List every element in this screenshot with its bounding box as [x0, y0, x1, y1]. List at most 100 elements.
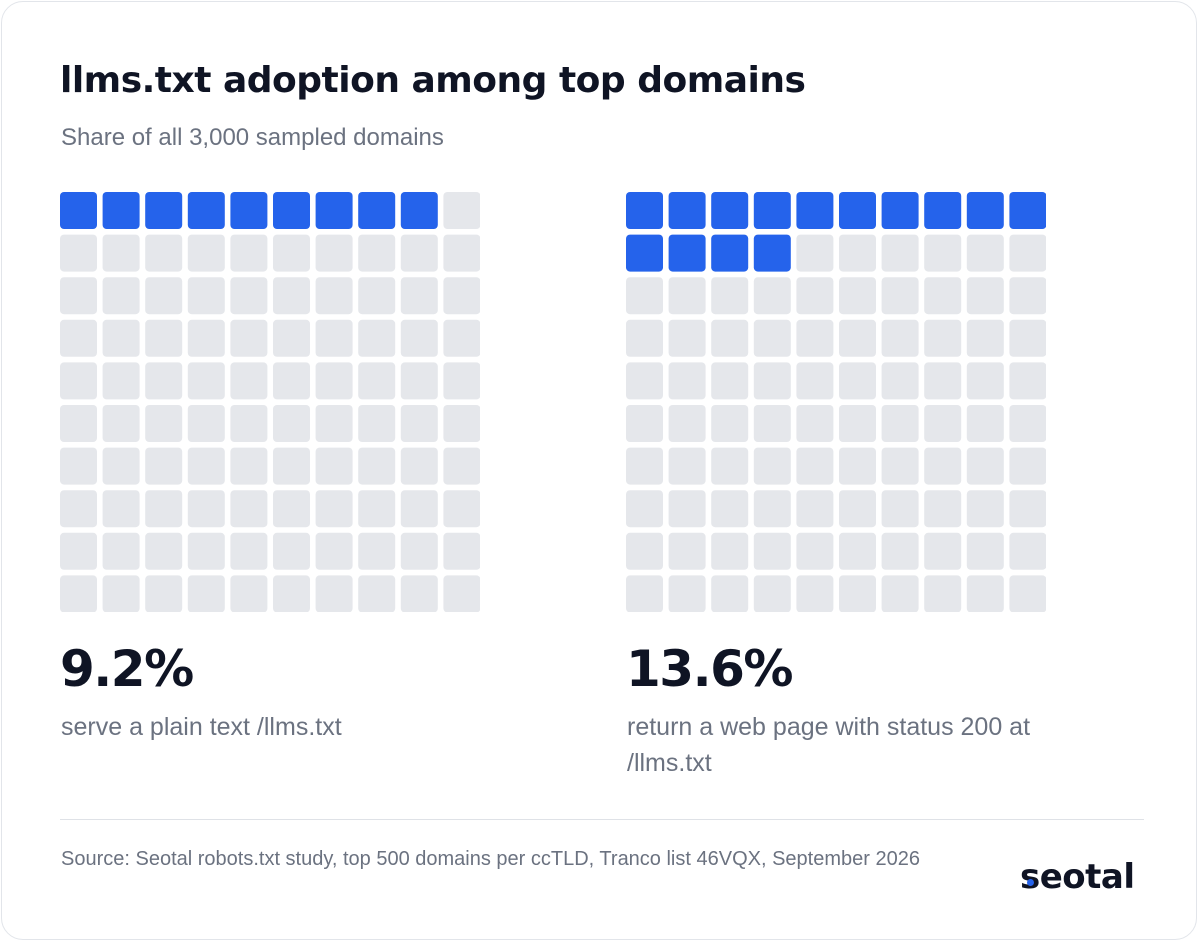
- waffle-cell-empty: [60, 490, 97, 528]
- waffle-cell-empty: [102, 405, 140, 442]
- waffle-cell-empty: [753, 532, 791, 570]
- waffle-cell-empty: [924, 405, 962, 442]
- waffle-cell-empty: [187, 277, 225, 315]
- waffle-cell-empty: [796, 405, 834, 442]
- waffle-cell-empty: [881, 575, 919, 612]
- waffle-cell-empty: [626, 575, 663, 612]
- waffle-cell-empty: [60, 447, 97, 485]
- waffle-cell-empty: [230, 405, 268, 442]
- waffle-cell-empty: [924, 532, 962, 570]
- waffle-cell-empty: [839, 405, 876, 442]
- waffle-cell-empty: [400, 405, 438, 442]
- waffle-cell-empty: [796, 490, 834, 528]
- waffle-cell-filled: [966, 192, 1004, 229]
- waffle-cell-empty: [668, 405, 706, 442]
- waffle-cell-empty: [145, 490, 183, 528]
- waffle-cell-empty: [102, 277, 140, 315]
- waffle-cell-empty: [145, 234, 183, 272]
- waffle-cell-empty: [881, 405, 919, 442]
- waffle-cell-empty: [102, 532, 140, 570]
- waffle-cell-empty: [711, 405, 749, 442]
- description-plain-text: serve a plain text /llms.txt: [61, 713, 342, 741]
- waffle-cell-empty: [881, 532, 919, 570]
- waffle-cell-empty: [443, 532, 480, 570]
- waffle-cell-filled: [1009, 192, 1046, 229]
- waffle-cell-empty: [443, 447, 480, 485]
- waffle-cell-empty: [966, 405, 1004, 442]
- waffle-cell-empty: [230, 362, 268, 400]
- waffle-cell-empty: [881, 362, 919, 400]
- waffle-cell-empty: [839, 234, 876, 272]
- waffle-cell-empty: [443, 192, 480, 229]
- waffle-cell-empty: [400, 490, 438, 528]
- waffle-cell-empty: [358, 405, 396, 442]
- waffle-cell-empty: [1009, 319, 1046, 357]
- waffle-cell-empty: [315, 575, 353, 612]
- waffle-cell-filled: [711, 192, 749, 229]
- waffle-cell-empty: [966, 234, 1004, 272]
- waffle-cell-empty: [273, 532, 310, 570]
- waffle-cell-empty: [230, 447, 268, 485]
- waffle-cell-empty: [145, 277, 183, 315]
- waffle-cell-empty: [60, 234, 97, 272]
- waffle-cell-empty: [273, 319, 310, 357]
- waffle-cell-empty: [626, 447, 663, 485]
- waffle-cell-empty: [924, 575, 962, 612]
- waffle-cell-empty: [315, 490, 353, 528]
- waffle-cell-empty: [839, 362, 876, 400]
- waffle-cell-empty: [358, 234, 396, 272]
- waffle-cell-empty: [145, 362, 183, 400]
- waffle-cell-empty: [1009, 532, 1046, 570]
- waffle-cell-empty: [668, 532, 706, 570]
- waffle-cell-empty: [187, 405, 225, 442]
- waffle-cell-empty: [60, 362, 97, 400]
- waffle-cell-empty: [753, 362, 791, 400]
- waffle-cell-empty: [443, 234, 480, 272]
- waffle-cell-empty: [230, 234, 268, 272]
- waffle-cell-empty: [1009, 277, 1046, 315]
- value-label-plain-text: 9.2%: [60, 640, 194, 698]
- waffle-cell-empty: [145, 405, 183, 442]
- waffle-cell-empty: [966, 277, 1004, 315]
- waffle-cell-empty: [358, 532, 396, 570]
- waffle-cell-empty: [966, 490, 1004, 528]
- waffle-cell-empty: [711, 277, 749, 315]
- waffle-cell-empty: [796, 362, 834, 400]
- waffle-cell-empty: [443, 405, 480, 442]
- waffle-cell-filled: [711, 234, 749, 272]
- waffle-cell-empty: [839, 447, 876, 485]
- waffle-cell-empty: [924, 319, 962, 357]
- waffle-cell-filled: [102, 192, 140, 229]
- waffle-cell-filled: [273, 192, 310, 229]
- waffle-cell-empty: [796, 319, 834, 357]
- waffle-cell-empty: [358, 575, 396, 612]
- waffle-cell-empty: [881, 319, 919, 357]
- waffle-cell-empty: [315, 447, 353, 485]
- waffle-cell-empty: [102, 575, 140, 612]
- waffle-cell-empty: [273, 277, 310, 315]
- waffle-cell-empty: [796, 532, 834, 570]
- waffle-cell-empty: [966, 575, 1004, 612]
- waffle-cell-empty: [796, 447, 834, 485]
- waffle-cell-empty: [187, 575, 225, 612]
- waffle-cell-empty: [796, 575, 834, 612]
- waffle-cell-empty: [443, 362, 480, 400]
- waffle-cell-empty: [839, 532, 876, 570]
- waffle-cell-empty: [273, 405, 310, 442]
- waffle-cell-filled: [668, 234, 706, 272]
- waffle-cell-empty: [924, 490, 962, 528]
- waffle-cell-empty: [839, 319, 876, 357]
- waffle-cell-empty: [187, 362, 225, 400]
- waffle-cell-empty: [443, 490, 480, 528]
- waffle-cell-filled: [924, 192, 962, 229]
- waffle-cell-empty: [315, 405, 353, 442]
- waffle-cell-empty: [60, 277, 97, 315]
- waffle-cell-filled: [753, 234, 791, 272]
- waffle-cell-empty: [315, 532, 353, 570]
- waffle-cell-empty: [187, 447, 225, 485]
- waffle-cell-empty: [358, 319, 396, 357]
- waffle-cell-filled: [626, 234, 663, 272]
- waffle-cell-empty: [668, 362, 706, 400]
- waffle-cell-empty: [187, 532, 225, 570]
- waffle-cell-empty: [1009, 447, 1046, 485]
